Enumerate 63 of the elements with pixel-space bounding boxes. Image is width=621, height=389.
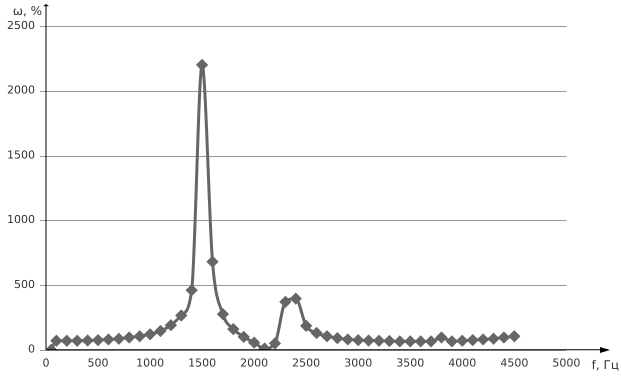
x-tick-label: 3500 [396, 356, 424, 370]
point [446, 336, 458, 347]
point [374, 335, 385, 346]
point [404, 336, 416, 347]
point [165, 320, 176, 331]
x-tick-label: 3000 [344, 356, 372, 370]
point [456, 335, 468, 346]
y-tick-label: 1000 [6, 213, 35, 226]
point [92, 334, 104, 346]
x-tick-label: 4000 [448, 356, 476, 370]
point [508, 330, 520, 342]
point [228, 324, 239, 335]
point [102, 334, 114, 345]
point [207, 256, 218, 268]
point [269, 338, 280, 349]
point [124, 332, 135, 343]
x-tick-label: 2500 [292, 356, 320, 370]
point [467, 334, 478, 346]
point [248, 337, 260, 348]
point [280, 296, 291, 308]
point [176, 310, 187, 321]
point [238, 331, 250, 342]
x-tick-label: 1500 [188, 356, 216, 370]
point [154, 326, 166, 337]
y-tick-label: 1500 [6, 148, 35, 162]
y-tick-label: 500 [14, 278, 35, 291]
y-tick-label: 2500 [6, 18, 35, 32]
point [363, 334, 374, 346]
y-tick-label: 0 [28, 342, 35, 356]
point [82, 334, 94, 346]
point [290, 293, 302, 304]
point [50, 335, 62, 346]
point [332, 332, 343, 344]
x-tick-label: 0 [42, 356, 50, 370]
x-tick-label: 4500 [500, 356, 528, 370]
x-axis-title: f, Гц [592, 358, 619, 372]
point [436, 332, 447, 343]
point [384, 335, 395, 346]
point [300, 320, 312, 332]
point [113, 333, 124, 344]
y-axis-title: ω, % [12, 4, 42, 18]
point [498, 332, 510, 343]
point [217, 308, 228, 320]
point [196, 59, 208, 70]
point [415, 336, 426, 347]
point [321, 330, 332, 342]
point [134, 330, 146, 342]
x-tick-label: 1000 [136, 356, 164, 370]
point [478, 334, 489, 345]
point [394, 336, 406, 347]
point [72, 335, 83, 346]
x-tick-label: 5000 [552, 356, 580, 370]
point [311, 327, 322, 338]
point [488, 333, 500, 344]
point [186, 284, 198, 296]
x-tick-label: 2000 [240, 356, 268, 370]
point [342, 334, 354, 345]
y-tick-label: 2000 [6, 84, 35, 97]
point [144, 328, 156, 340]
point [426, 336, 437, 347]
x-tick-label: 500 [88, 356, 109, 370]
point [61, 335, 72, 346]
point [352, 334, 364, 346]
